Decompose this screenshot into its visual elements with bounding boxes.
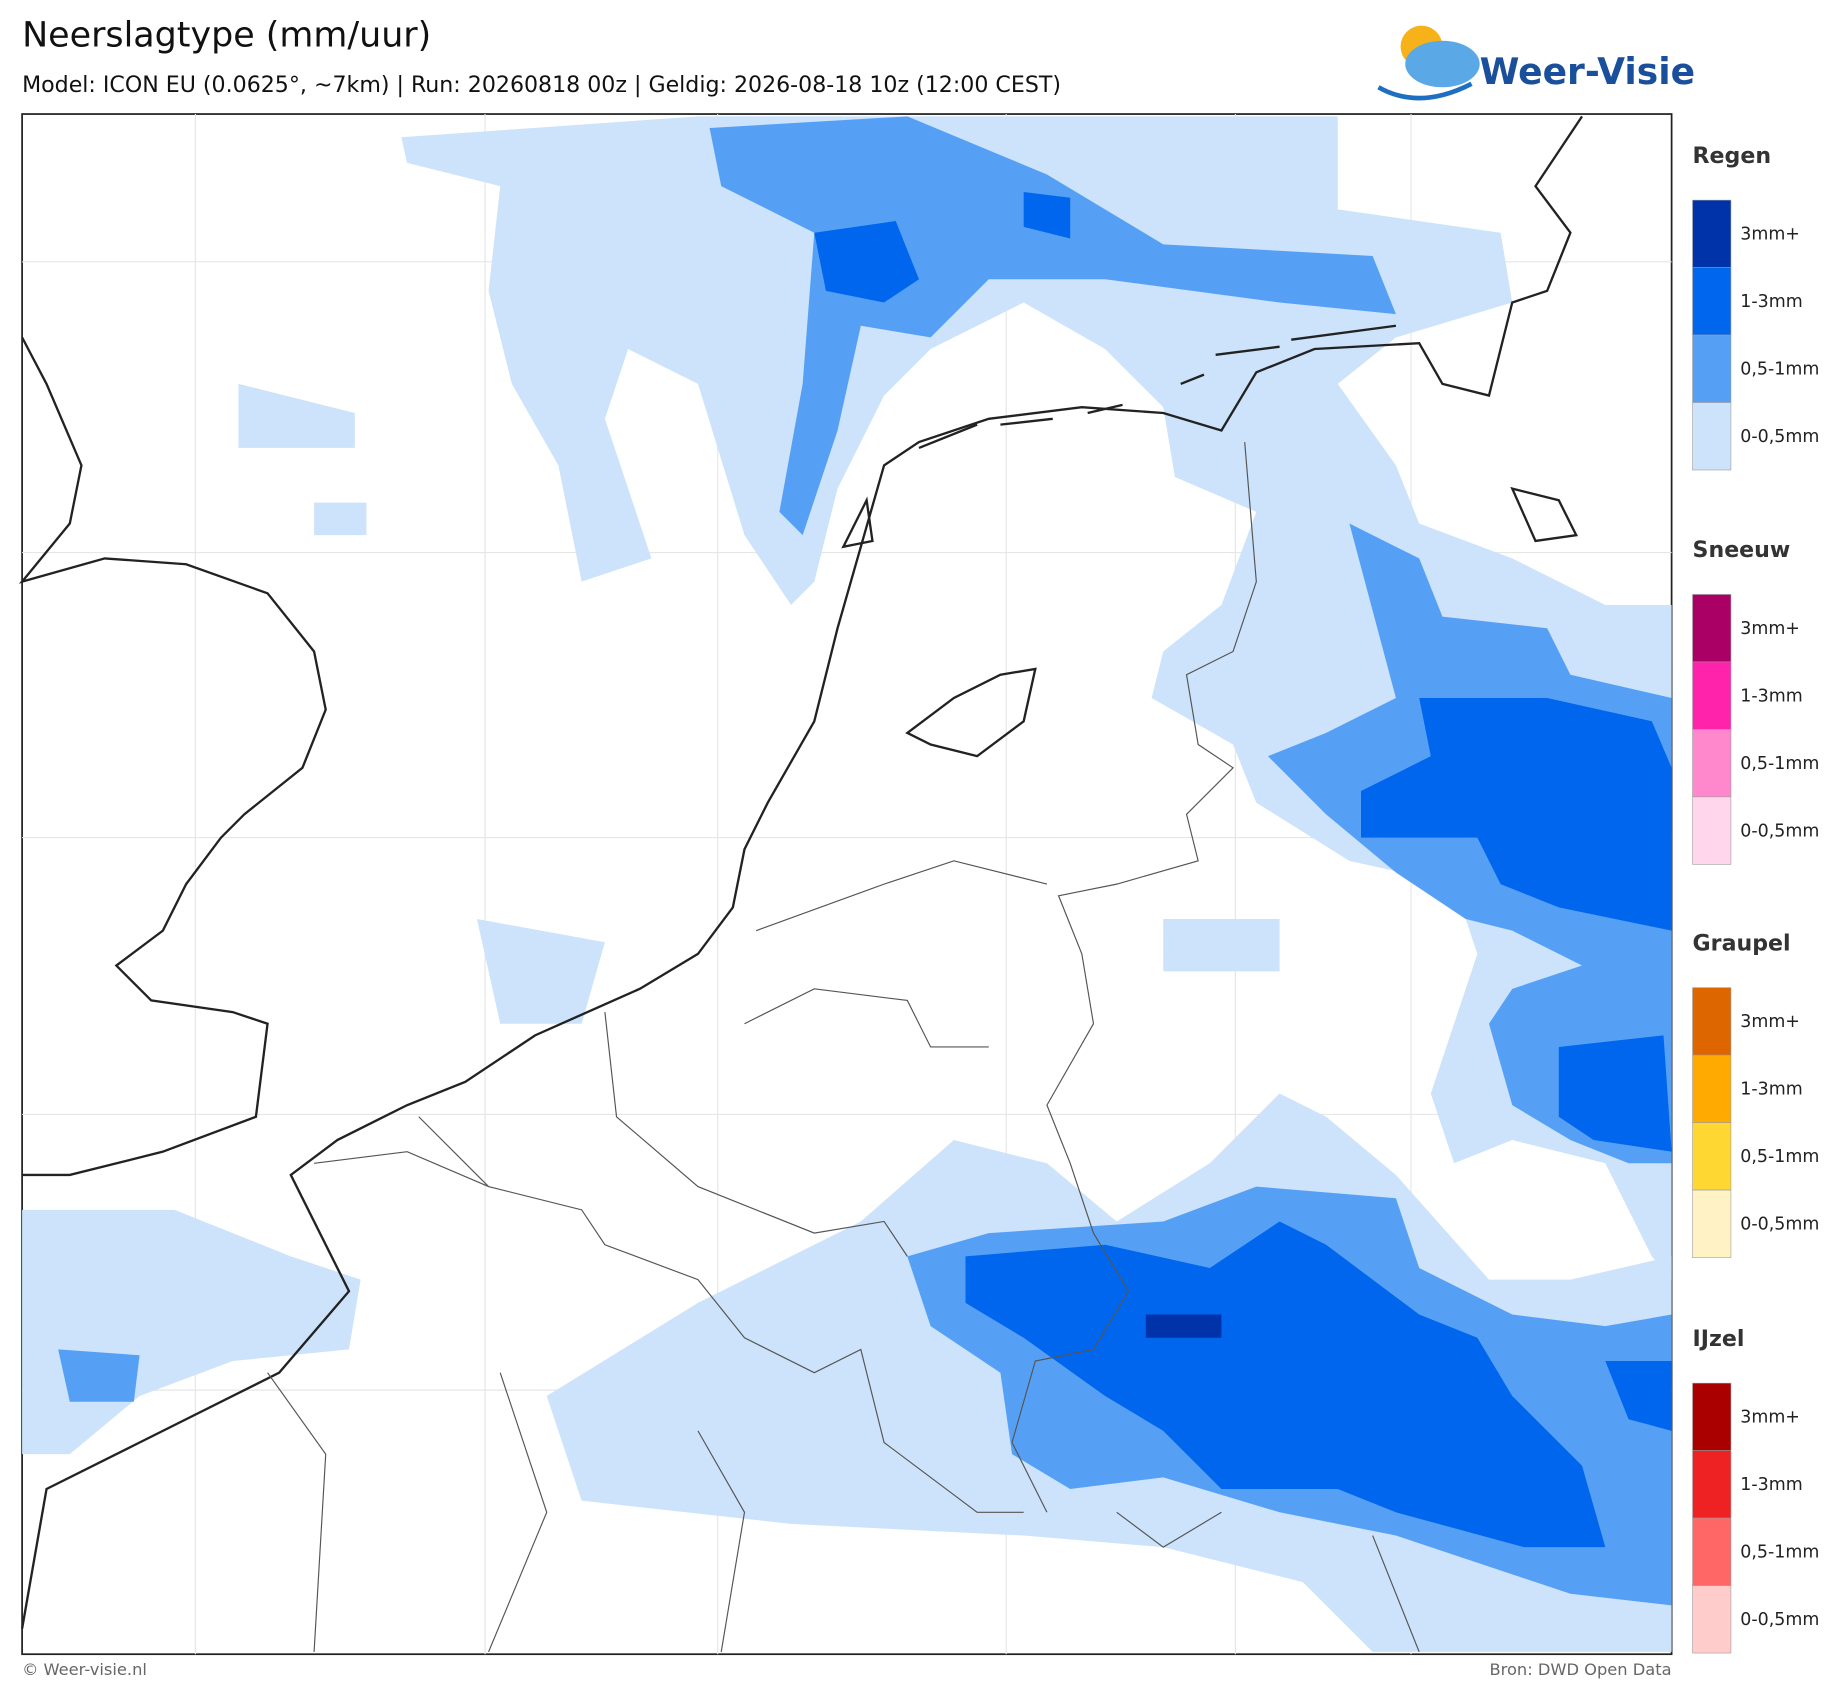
legend-swatch xyxy=(1692,334,1732,403)
legend-label: 0-0,5mm xyxy=(1740,1215,1819,1235)
legend-swatch xyxy=(1692,1450,1732,1519)
legend-title: Regen xyxy=(1693,143,1772,169)
legend-label: 3mm+ xyxy=(1740,225,1800,245)
legend-swatch xyxy=(1692,402,1732,471)
legend-label: 0-0,5mm xyxy=(1740,821,1819,841)
legend: Regen 3mm+ 1-3mm 0,5-1mm 0-0,5mm Sneeuw 3mm+ 1-… xyxy=(1692,143,1819,1654)
map xyxy=(18,113,1673,1656)
legend-label: 1-3mm xyxy=(1740,1080,1802,1100)
legend-swatch xyxy=(1692,267,1732,336)
legend-label: 0,5-1mm xyxy=(1740,1147,1819,1167)
legend-swatch xyxy=(1692,1122,1732,1191)
legend-swatch xyxy=(1692,987,1732,1056)
legend-title: IJzel xyxy=(1693,1326,1745,1352)
legend-swatch xyxy=(1692,661,1732,730)
legend-label: 1-3mm xyxy=(1740,686,1802,706)
legend-label: 0-0,5mm xyxy=(1740,1610,1819,1630)
legend-title: Sneeuw xyxy=(1693,537,1791,563)
title: Neerslagtype (mm/uur) xyxy=(22,16,431,56)
legend-swatch xyxy=(1692,796,1732,865)
legend-label: 0,5-1mm xyxy=(1740,360,1819,380)
logo-text: Weer-Visie xyxy=(1480,51,1695,93)
legend-label: 1-3mm xyxy=(1740,1475,1802,1495)
legend-label: 3mm+ xyxy=(1740,619,1800,639)
legend-label: 0,5-1mm xyxy=(1740,754,1819,774)
legend-swatch xyxy=(1692,1517,1732,1586)
legend-label: 0,5-1mm xyxy=(1740,1543,1819,1563)
legend-swatch xyxy=(1692,1585,1732,1654)
legend-swatch xyxy=(1692,199,1732,268)
legend-label: 0-0,5mm xyxy=(1740,427,1819,447)
legend-swatch xyxy=(1692,1382,1732,1451)
logo: Weer-Visie xyxy=(1377,25,1695,101)
legend-title: Graupel xyxy=(1693,930,1791,956)
footer-right: Bron: DWD Open Data xyxy=(1489,1660,1671,1679)
footer-left: © Weer-visie.nl xyxy=(22,1660,147,1679)
legend-label: 1-3mm xyxy=(1740,292,1802,312)
legend-label: 3mm+ xyxy=(1740,1408,1800,1428)
subtitle: Model: ICON EU (0.0625°, ~7km) | Run: 20… xyxy=(22,72,1061,98)
legend-swatch xyxy=(1692,1054,1732,1123)
legend-swatch xyxy=(1692,1189,1732,1258)
legend-swatch xyxy=(1692,729,1732,798)
legend-label: 3mm+ xyxy=(1740,1012,1800,1032)
legend-swatch xyxy=(1692,594,1732,663)
